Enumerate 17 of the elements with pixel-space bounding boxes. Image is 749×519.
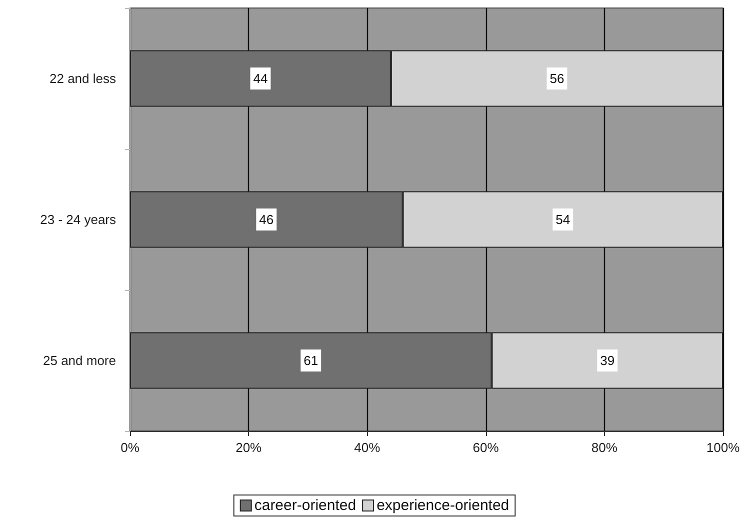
x-tick-label: 0%: [120, 440, 140, 455]
data-label: 54: [556, 212, 570, 227]
y-tick-label: 25 and more: [43, 353, 116, 368]
data-label: 46: [259, 212, 274, 227]
x-tick-label: 80%: [591, 440, 618, 455]
data-label: 39: [600, 353, 615, 368]
x-tick-label: 100%: [706, 440, 740, 455]
legend-label: experience-oriented: [376, 497, 510, 514]
x-tick-label: 60%: [472, 440, 500, 455]
data-label: 44: [253, 71, 268, 86]
x-tick-label: 40%: [354, 440, 381, 455]
data-label: 56: [550, 71, 564, 86]
y-tick-label: 22 and less: [50, 71, 116, 86]
y-tick-label: 23 - 24 years: [40, 212, 116, 227]
x-tick-label: 20%: [236, 440, 262, 455]
data-label: 61: [304, 353, 318, 368]
legend-label: career-oriented: [254, 497, 356, 514]
